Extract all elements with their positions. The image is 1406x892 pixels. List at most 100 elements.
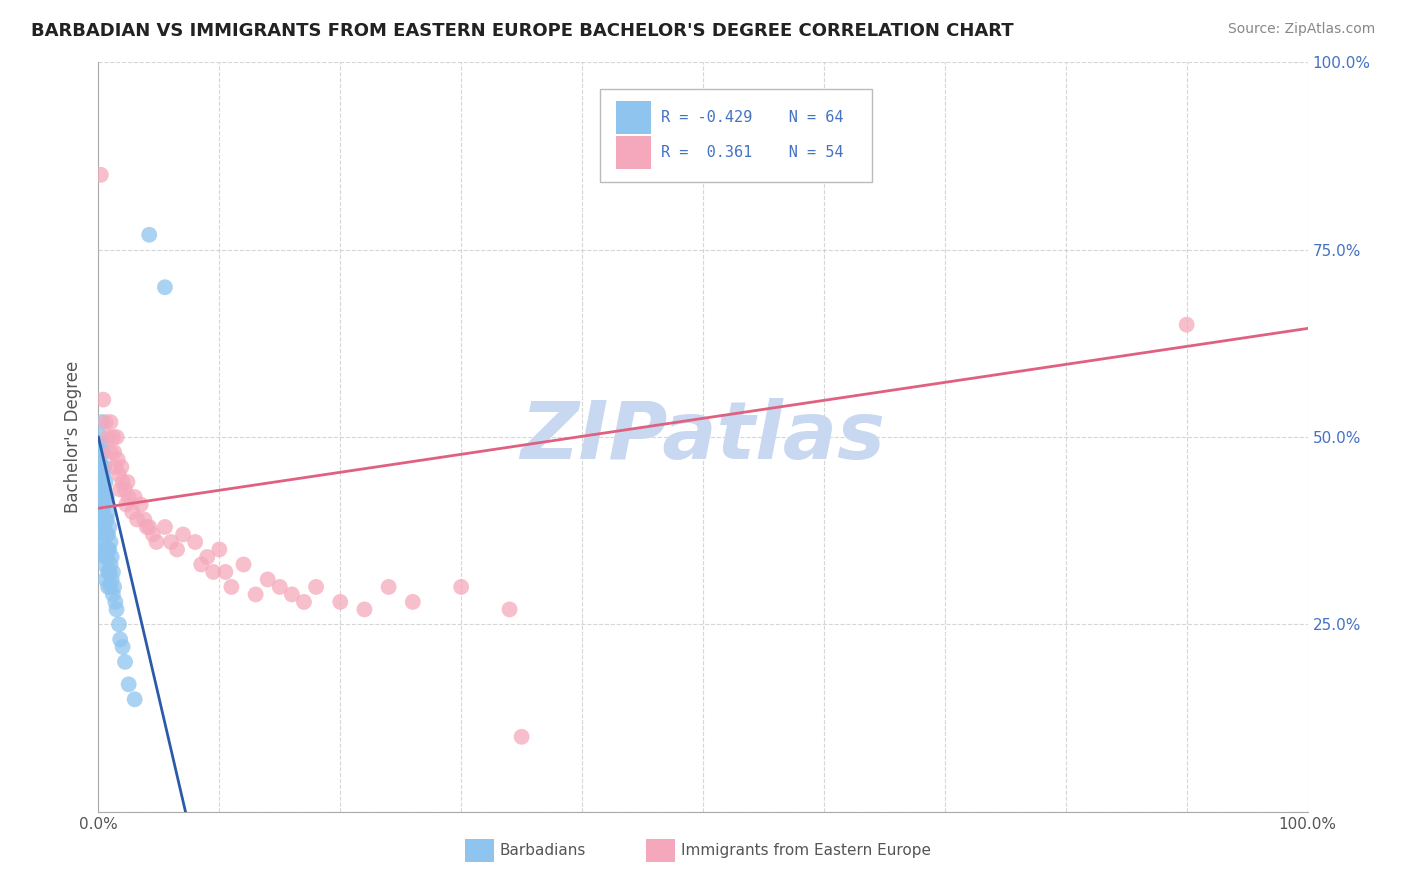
Point xyxy=(190,558,212,572)
Point xyxy=(195,549,218,564)
Point xyxy=(402,595,425,609)
FancyBboxPatch shape xyxy=(616,101,651,134)
Point xyxy=(115,498,138,512)
Point xyxy=(498,602,520,616)
Point xyxy=(90,430,112,444)
Point xyxy=(91,498,114,512)
Point xyxy=(89,452,111,467)
Point xyxy=(450,580,472,594)
Point xyxy=(97,565,120,579)
Point xyxy=(105,430,128,444)
Point xyxy=(96,549,118,564)
Point xyxy=(118,490,141,504)
Point xyxy=(91,460,114,475)
Point xyxy=(97,527,120,541)
Point xyxy=(138,227,160,242)
Point xyxy=(101,430,124,444)
Point xyxy=(94,415,117,429)
Point xyxy=(232,558,254,572)
Point xyxy=(91,415,114,429)
Point xyxy=(91,490,114,504)
Text: R = -0.429    N = 64: R = -0.429 N = 64 xyxy=(661,110,844,125)
Point xyxy=(100,558,122,572)
FancyBboxPatch shape xyxy=(647,839,675,862)
Point xyxy=(172,527,194,541)
Point xyxy=(93,483,115,497)
Text: R =  0.361    N = 54: R = 0.361 N = 54 xyxy=(661,145,844,160)
Point xyxy=(160,535,183,549)
Point xyxy=(97,505,120,519)
Point xyxy=(98,542,121,557)
Point xyxy=(91,437,114,451)
Text: Source: ZipAtlas.com: Source: ZipAtlas.com xyxy=(1227,22,1375,37)
Point xyxy=(105,602,128,616)
Point xyxy=(108,483,131,497)
Point xyxy=(91,542,114,557)
Point xyxy=(269,580,291,594)
Point xyxy=(108,632,131,647)
Point xyxy=(100,415,122,429)
Point xyxy=(97,430,120,444)
Point xyxy=(90,445,112,459)
Point xyxy=(166,542,188,557)
Point xyxy=(353,602,375,616)
Point xyxy=(98,520,121,534)
FancyBboxPatch shape xyxy=(616,136,651,169)
Point xyxy=(94,512,117,526)
Point xyxy=(208,542,231,557)
Point xyxy=(96,512,118,526)
Point xyxy=(91,445,114,459)
Point xyxy=(94,549,117,564)
Point xyxy=(329,595,352,609)
Point xyxy=(90,168,112,182)
Point xyxy=(305,580,328,594)
Point xyxy=(127,512,149,526)
Point xyxy=(90,475,112,489)
Text: Immigrants from Eastern Europe: Immigrants from Eastern Europe xyxy=(682,843,931,858)
Point xyxy=(142,527,165,541)
Point xyxy=(245,587,267,601)
Point xyxy=(104,595,127,609)
Point xyxy=(101,565,124,579)
Point xyxy=(221,580,243,594)
Point xyxy=(135,520,157,534)
Text: Barbadians: Barbadians xyxy=(501,843,586,858)
Point xyxy=(93,558,115,572)
Point xyxy=(111,640,134,654)
Point xyxy=(118,677,141,691)
Point xyxy=(91,467,114,482)
Point xyxy=(104,460,127,475)
Point xyxy=(134,512,156,526)
Point xyxy=(100,573,122,587)
Point xyxy=(145,535,167,549)
Point xyxy=(101,587,124,601)
Point xyxy=(94,490,117,504)
Text: BARBADIAN VS IMMIGRANTS FROM EASTERN EUROPE BACHELOR'S DEGREE CORRELATION CHART: BARBADIAN VS IMMIGRANTS FROM EASTERN EUR… xyxy=(31,22,1014,40)
Point xyxy=(111,475,134,489)
Point xyxy=(98,565,121,579)
Point xyxy=(121,505,143,519)
Point xyxy=(89,475,111,489)
Point xyxy=(110,460,132,475)
Point xyxy=(93,498,115,512)
Point xyxy=(103,445,125,459)
Point xyxy=(256,573,278,587)
Point xyxy=(91,527,114,541)
Point xyxy=(202,565,225,579)
Point xyxy=(114,655,136,669)
Point xyxy=(138,520,160,534)
Point xyxy=(100,580,122,594)
Point xyxy=(129,498,152,512)
Point xyxy=(97,580,120,594)
Point xyxy=(93,460,115,475)
Point xyxy=(94,527,117,541)
Point xyxy=(96,527,118,541)
Point xyxy=(100,535,122,549)
Point xyxy=(377,580,399,594)
FancyBboxPatch shape xyxy=(600,88,872,182)
Point xyxy=(93,542,115,557)
Point xyxy=(97,542,120,557)
Point xyxy=(90,490,112,504)
Point xyxy=(1175,318,1198,332)
Point xyxy=(96,490,118,504)
